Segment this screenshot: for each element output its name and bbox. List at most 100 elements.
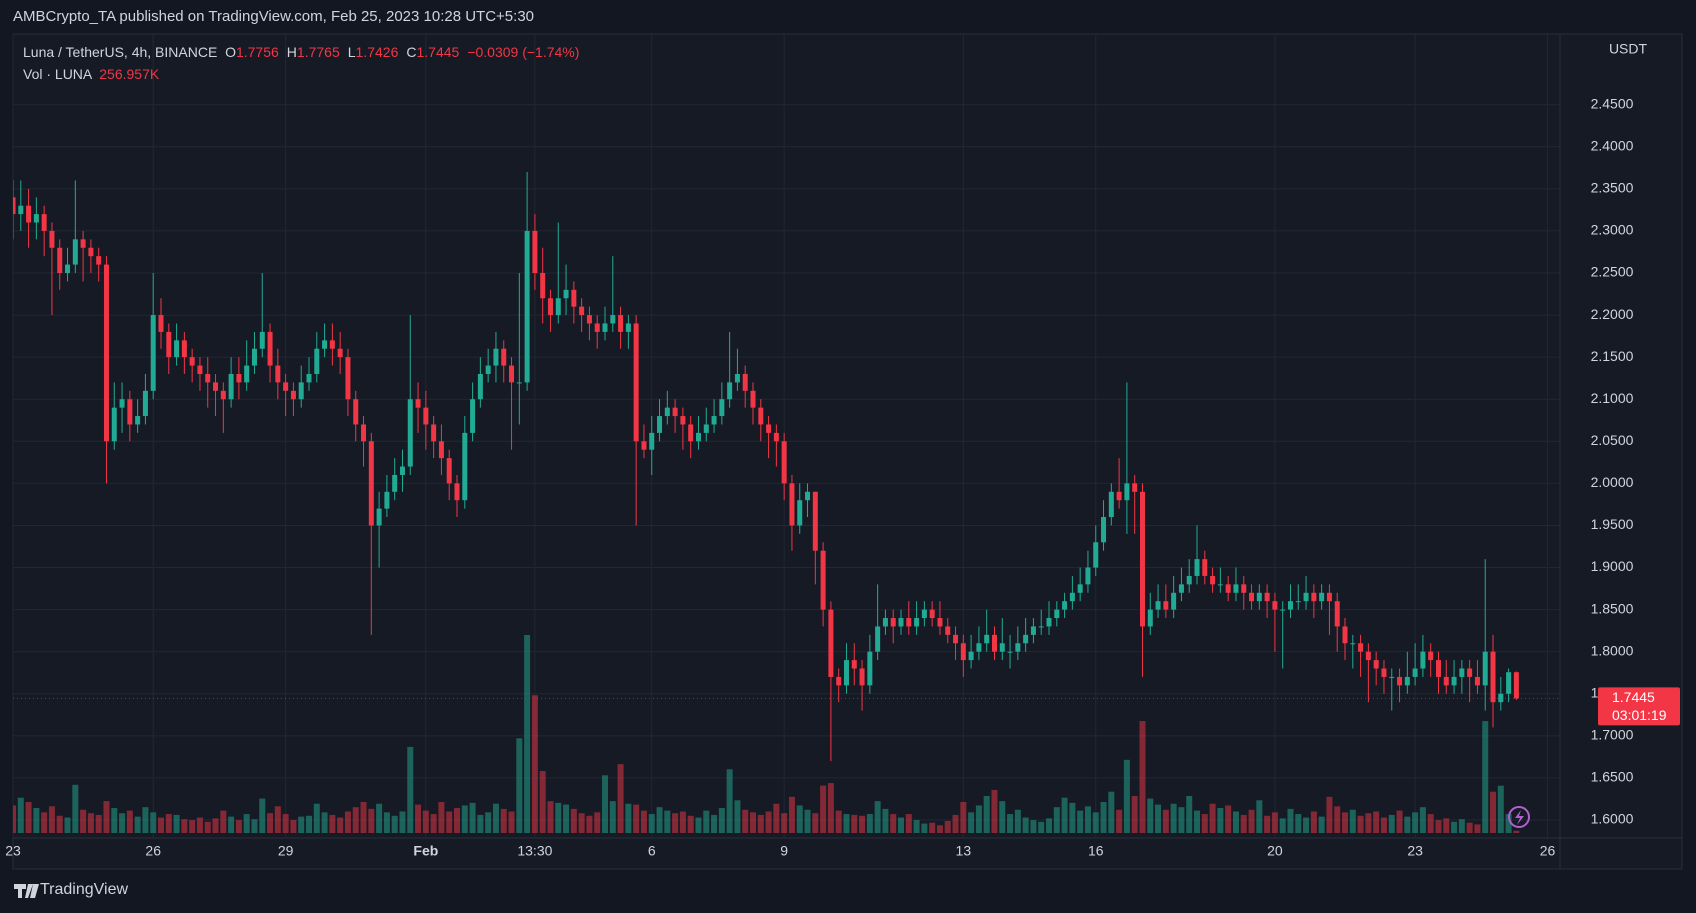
- volume-bar: [633, 804, 640, 833]
- candle-body: [532, 230, 538, 273]
- volume-bar: [56, 815, 63, 833]
- candle-body: [586, 315, 592, 324]
- volume-bar: [952, 814, 959, 833]
- volume-bar: [142, 807, 149, 833]
- volume-bar: [1427, 814, 1434, 833]
- candle-body: [1311, 592, 1317, 602]
- candle-body: [703, 424, 709, 433]
- candle-body: [1412, 668, 1418, 677]
- y-tick-label: 1.9000: [1591, 558, 1634, 574]
- candle-body: [49, 230, 55, 248]
- candle-body: [555, 298, 561, 316]
- candle-body: [1295, 601, 1301, 603]
- x-tick-label: 9: [780, 843, 788, 859]
- candle-body: [1467, 668, 1473, 677]
- candle-body: [1334, 601, 1340, 627]
- candle-body: [1139, 491, 1145, 627]
- candle-body: [984, 634, 990, 644]
- volume-bar: [17, 797, 24, 833]
- candle-body: [135, 416, 141, 425]
- y-tick-label: 1.6500: [1591, 769, 1634, 785]
- candle-body: [524, 230, 530, 383]
- candle-body: [649, 432, 655, 450]
- candle-body: [991, 634, 997, 652]
- candle-body: [1093, 542, 1099, 568]
- volume-bar: [905, 814, 912, 833]
- x-tick-label: 26: [145, 843, 161, 859]
- volume-bar: [796, 805, 803, 833]
- volume-bar: [944, 820, 951, 833]
- volume-bar: [516, 738, 523, 833]
- candle-body: [750, 390, 756, 408]
- volume-bar: [235, 820, 242, 833]
- volume-bar: [851, 814, 858, 833]
- volume-bar: [1084, 806, 1091, 833]
- candle-body: [1108, 491, 1114, 518]
- volume-bar: [991, 789, 998, 833]
- ohlc-value: 1.7765: [296, 44, 340, 60]
- volume-bar: [968, 812, 975, 833]
- volume-bar: [672, 813, 679, 833]
- y-tick-label: 2.4000: [1591, 137, 1634, 153]
- volume-bar: [656, 807, 663, 833]
- volume-bar: [1030, 820, 1037, 833]
- volume-bar: [1139, 721, 1146, 833]
- volume-bar: [1069, 802, 1076, 833]
- volume-bar: [726, 769, 733, 833]
- candle-body: [657, 416, 663, 433]
- candle-body: [1085, 567, 1091, 585]
- candle-body: [1163, 601, 1169, 610]
- candle-body: [540, 272, 546, 299]
- volume-bar: [407, 746, 414, 833]
- candle-body: [890, 618, 896, 627]
- candle-body: [1054, 609, 1060, 619]
- volume-bar: [282, 814, 289, 833]
- candle-body: [150, 315, 156, 391]
- candle-body: [1272, 601, 1278, 610]
- volume-bar: [617, 764, 624, 833]
- volume-bar: [1116, 809, 1123, 833]
- volume-bar: [1279, 818, 1286, 833]
- volume-bar: [773, 803, 780, 833]
- symbol-legend: Luna / TetherUS, 4h, BINANCE O1.7756 H1.7…: [23, 44, 579, 60]
- volume-bar: [1365, 813, 1372, 833]
- candle-body: [618, 315, 624, 332]
- candle-body: [1490, 651, 1496, 703]
- candle-body: [953, 634, 959, 644]
- volume-bar: [1271, 812, 1278, 833]
- x-tick-label: 13: [956, 843, 972, 859]
- volume-bar: [936, 825, 943, 833]
- candle-body: [1225, 584, 1231, 593]
- candle-body: [1155, 601, 1161, 610]
- volume-bar: [999, 801, 1006, 833]
- candle-body: [594, 323, 600, 332]
- volume-bar: [1334, 806, 1341, 833]
- replay-icon[interactable]: [1508, 806, 1530, 828]
- volume-bar: [492, 803, 499, 833]
- candle-body: [96, 256, 102, 265]
- candle-body: [1249, 592, 1255, 602]
- volume-bar: [1100, 802, 1107, 833]
- countdown: 03:01:19: [1612, 707, 1667, 723]
- volume-bar: [72, 784, 79, 833]
- volume-bar: [594, 812, 601, 833]
- volume-bar: [1404, 816, 1411, 833]
- volume-bar: [960, 802, 967, 833]
- candle-body: [1124, 483, 1130, 501]
- candle-body: [197, 365, 203, 374]
- candle-body: [1506, 672, 1512, 694]
- candle-body: [563, 289, 569, 299]
- candle-body: [914, 618, 920, 627]
- candle-body: [399, 466, 405, 475]
- volume-bar: [1022, 817, 1029, 833]
- candle-body: [454, 483, 460, 501]
- candle-body: [337, 348, 343, 358]
- x-tick-label: 23: [5, 843, 21, 859]
- volume-bar: [1108, 791, 1115, 833]
- candle-body: [516, 382, 522, 384]
- volume-bar: [765, 811, 772, 833]
- volume-bar: [1046, 818, 1053, 833]
- candle-body: [1482, 651, 1488, 686]
- volume-bar: [274, 806, 281, 833]
- candle-body: [1358, 643, 1364, 652]
